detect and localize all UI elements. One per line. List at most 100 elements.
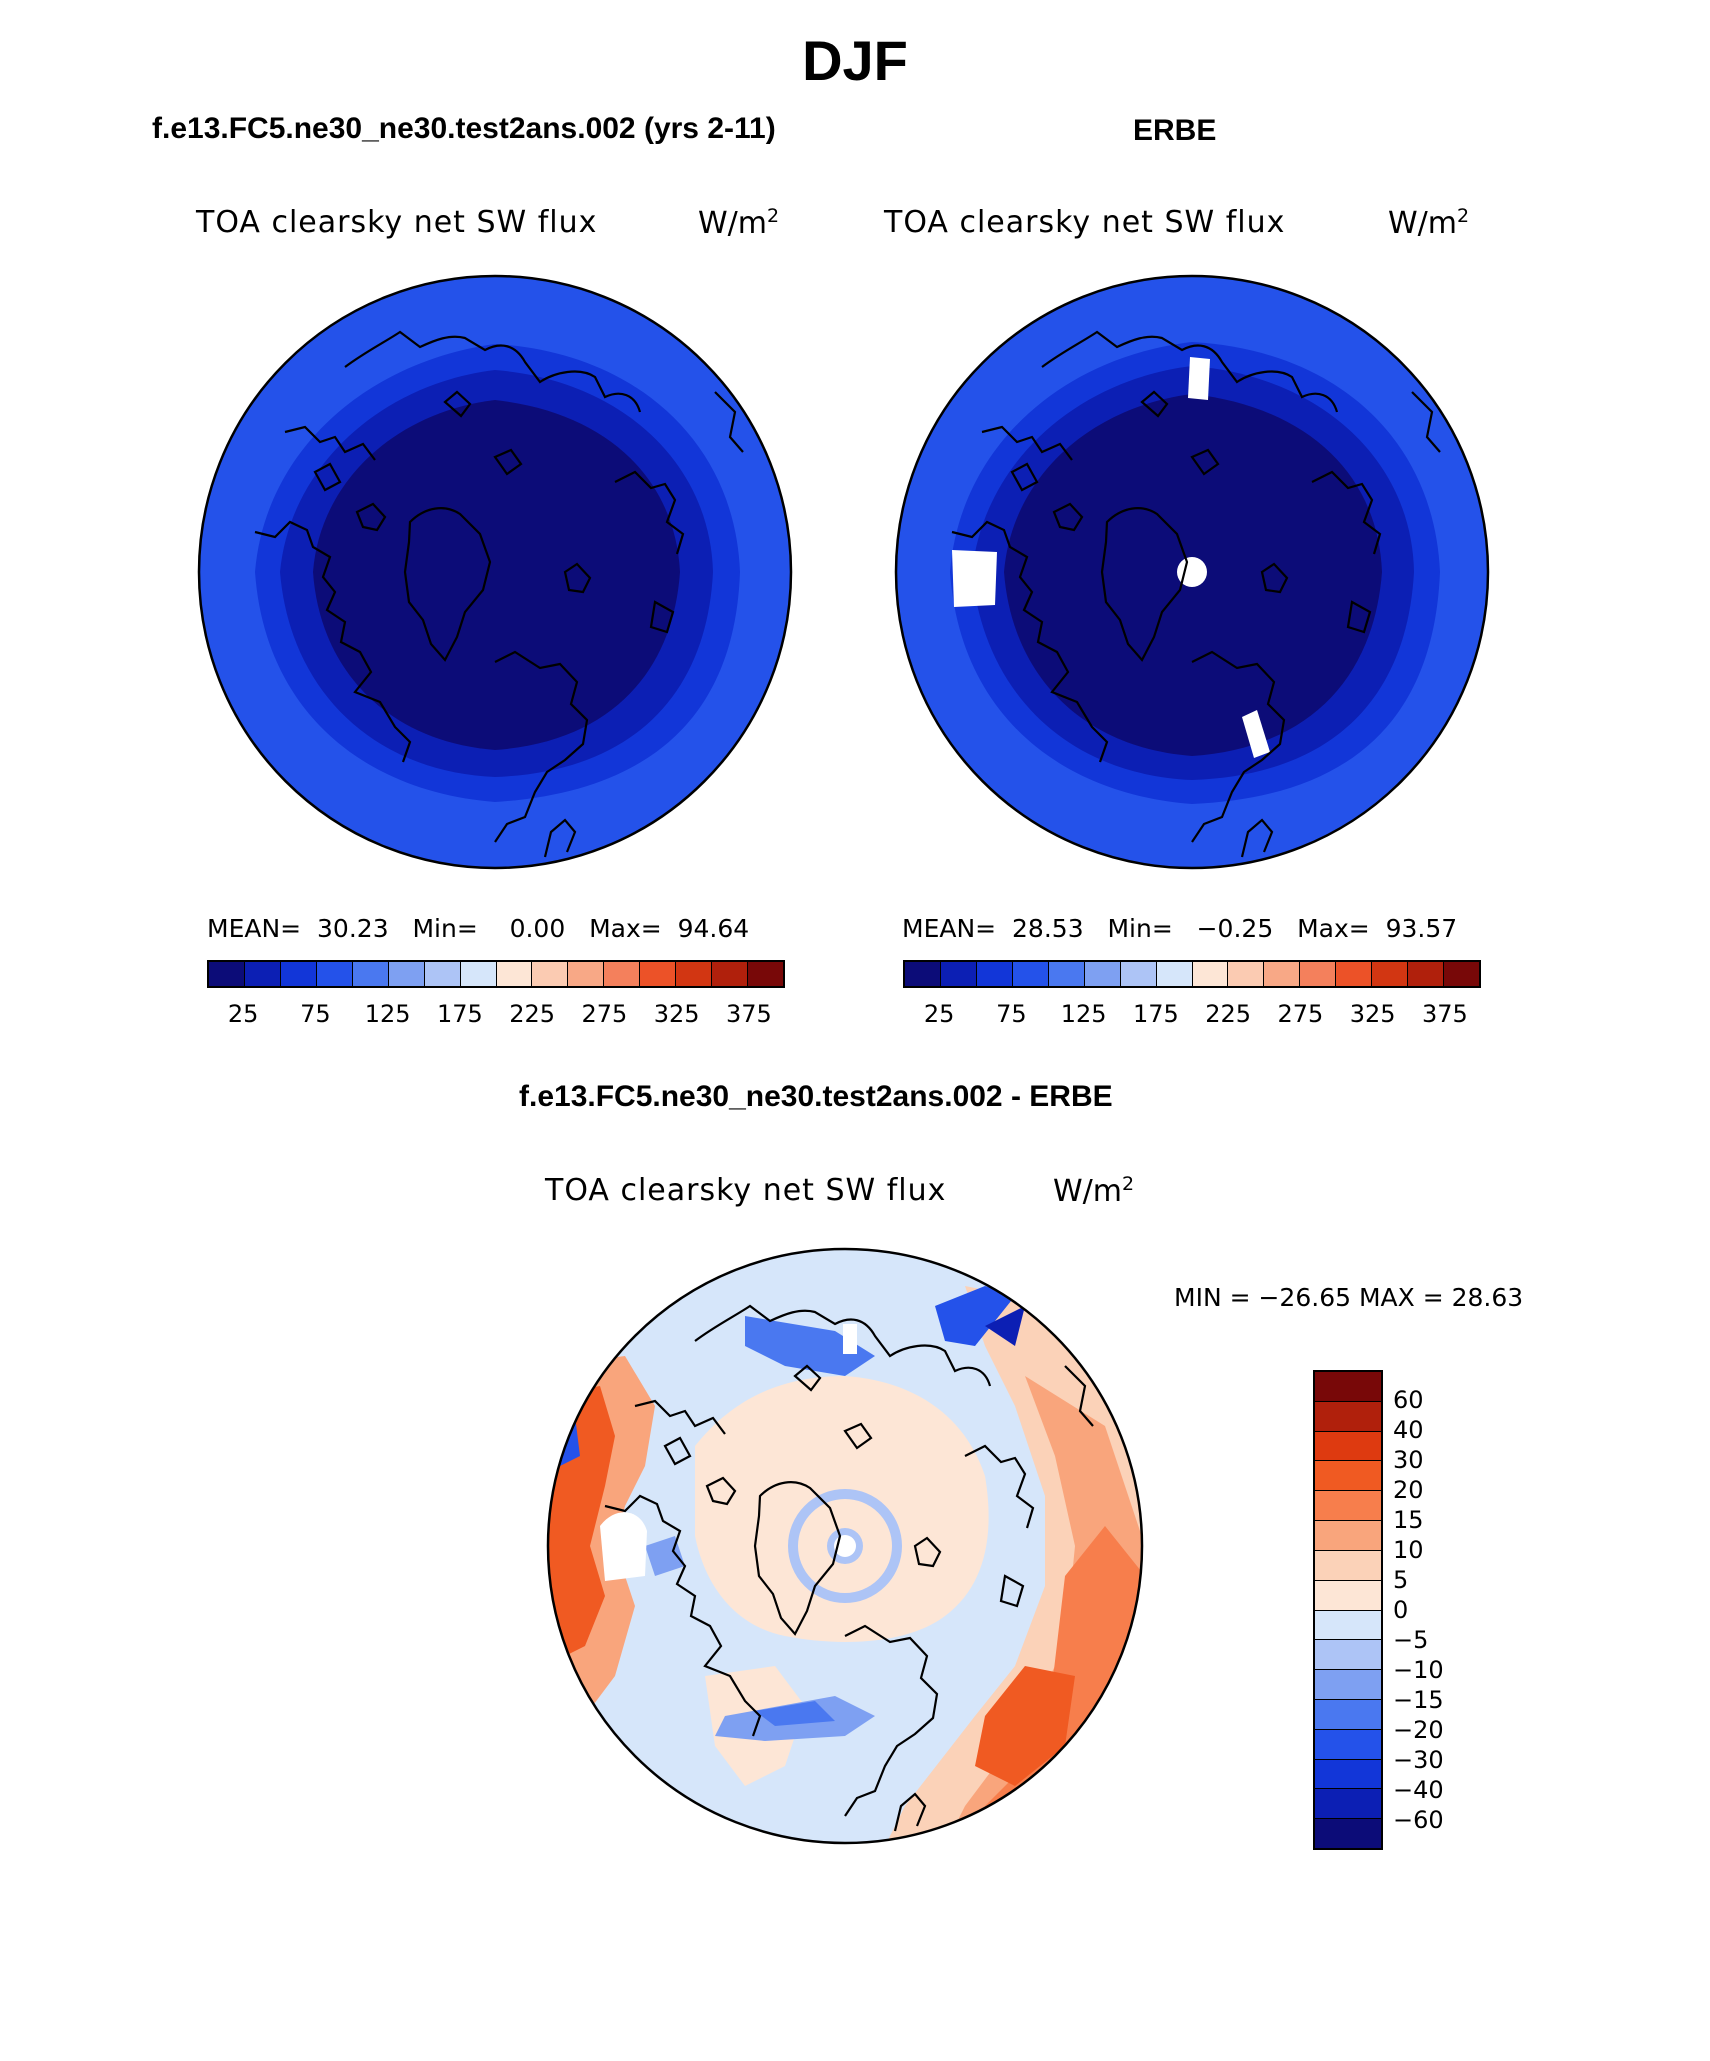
obs-missing-patch — [1242, 710, 1270, 758]
diff-negative-region — [745, 1316, 875, 1376]
colorbar-swatch — [209, 962, 245, 986]
model-coastlines — [254, 330, 744, 858]
colorbar-tick-label: 30 — [1393, 1446, 1424, 1474]
model-stats: MEAN= 30.23 Min= 0.00 Max= 94.64 — [207, 914, 750, 943]
colorbar-swatch — [676, 962, 713, 986]
colorbar-swatch — [1336, 962, 1373, 986]
colorbar-tick-label: −10 — [1393, 1656, 1444, 1684]
diff-units-label: W/m2 — [1053, 1173, 1135, 1209]
colorbar-swatch — [1012, 962, 1049, 986]
colorbar-tick-label: −40 — [1393, 1776, 1444, 1804]
colorbar-swatch — [1156, 962, 1193, 986]
colorbar-swatch — [1192, 962, 1229, 986]
diff-colorbar-ticks: 60 40 30 20 15 10 5 0 −5 −10 −15 −20 −30 −40 −60 — [1393, 1370, 1483, 1850]
colorbar-tick-label: 75 — [996, 1000, 1027, 1028]
obs-missing-patch — [1188, 357, 1210, 400]
colorbar-tick-label: 225 — [509, 1000, 556, 1028]
colorbar-tick-label: 0 — [1393, 1596, 1409, 1624]
colorbar-tick-label: −60 — [1393, 1806, 1444, 1834]
colorbar-swatch — [1315, 1640, 1381, 1671]
obs-missing-patch — [952, 550, 997, 607]
diff-colorbar — [1313, 1370, 1383, 1850]
diff-polar-map — [546, 1247, 1144, 1845]
colorbar-swatch — [1228, 962, 1265, 986]
colorbar-swatch — [1315, 1610, 1381, 1641]
colorbar-tick-label: 175 — [1132, 1000, 1179, 1028]
figure-title: DJF — [802, 29, 908, 92]
colorbar-tick-label: 325 — [653, 1000, 700, 1028]
colorbar-tick-label: 225 — [1205, 1000, 1252, 1028]
colorbar-swatch — [1300, 962, 1337, 986]
colorbar-swatch — [976, 962, 1013, 986]
colorbar-swatch — [280, 962, 317, 986]
colorbar-tick-label: 60 — [1393, 1386, 1424, 1414]
colorbar-swatch — [1084, 962, 1121, 986]
colorbar-swatch — [1315, 1759, 1381, 1790]
colorbar-tick-label: −15 — [1393, 1686, 1444, 1714]
diff-missing-patch — [600, 1512, 647, 1581]
colorbar-tick-label: 75 — [300, 1000, 331, 1028]
colorbar-swatch — [1315, 1372, 1381, 1402]
diff-variable-label: TOA clearsky net SW flux — [545, 1173, 947, 1208]
obs-panel-title: ERBE — [1133, 114, 1217, 147]
colorbar-swatch — [1315, 1789, 1381, 1820]
colorbar-swatch — [905, 962, 941, 986]
colorbar-swatch — [1048, 962, 1085, 986]
colorbar-tick-label: 325 — [1349, 1000, 1396, 1028]
colorbar-tick-label: −20 — [1393, 1716, 1444, 1744]
model-band-core — [313, 400, 680, 750]
colorbar-tick-label: 125 — [364, 1000, 411, 1028]
model-panel-title: f.e13.FC5.ne30_ne30.test2ans.002 (yrs 2-… — [152, 112, 776, 145]
diff-negative-region — [935, 1286, 1015, 1346]
diff-positive-region — [975, 1666, 1075, 1786]
colorbar-swatch — [712, 962, 749, 986]
colorbar-swatch — [316, 962, 353, 986]
colorbar-swatch — [1315, 1729, 1381, 1760]
colorbar-tick-label: −30 — [1393, 1746, 1444, 1774]
colorbar-swatch — [1315, 1431, 1381, 1462]
colorbar-swatch — [1315, 1550, 1381, 1581]
diff-coastlines — [604, 1304, 1094, 1832]
obs-stats: MEAN= 28.53 Min= −0.25 Max= 93.57 — [902, 914, 1458, 943]
colorbar-swatch — [1120, 962, 1157, 986]
colorbar-swatch — [748, 962, 783, 986]
model-polar-map — [197, 274, 793, 870]
diff-negative-region — [755, 1701, 835, 1726]
colorbar-tick-label: 375 — [725, 1000, 772, 1028]
obs-colorbar — [903, 960, 1481, 988]
model-colorbar — [207, 960, 785, 988]
colorbar-swatch — [1315, 1819, 1381, 1848]
diff-panel-title: f.e13.FC5.ne30_ne30.test2ans.002 - ERBE — [519, 1080, 1113, 1113]
diff-pole-ring — [788, 1489, 902, 1603]
colorbar-tick-label: 40 — [1393, 1416, 1424, 1444]
colorbar-swatch — [640, 962, 677, 986]
colorbar-swatch — [460, 962, 497, 986]
diff-missing-patch — [843, 1324, 857, 1354]
colorbar-swatch — [1315, 1461, 1381, 1492]
colorbar-swatch — [1315, 1670, 1381, 1700]
colorbar-tick-label: 275 — [1277, 1000, 1324, 1028]
colorbar-swatch — [388, 962, 425, 986]
colorbar-swatch — [1315, 1401, 1381, 1432]
diff-positive-region — [695, 1376, 989, 1642]
obs-polar-map — [894, 274, 1490, 870]
model-colorbar-ticks: 25 75 125 175 225 275 325 375 — [207, 1000, 785, 1030]
colorbar-swatch — [424, 962, 461, 986]
colorbar-swatch — [1444, 962, 1479, 986]
obs-variable-label: TOA clearsky net SW flux — [884, 205, 1286, 240]
obs-coastlines — [951, 330, 1441, 858]
colorbar-tick-label: 125 — [1060, 1000, 1107, 1028]
colorbar-swatch — [1315, 1699, 1381, 1730]
colorbar-swatch — [568, 962, 605, 986]
colorbar-tick-label: 20 — [1393, 1476, 1424, 1504]
model-variable-label: TOA clearsky net SW flux — [196, 205, 598, 240]
colorbar-swatch — [604, 962, 641, 986]
colorbar-swatch — [1315, 1521, 1381, 1551]
colorbar-swatch — [1372, 962, 1409, 986]
colorbar-swatch — [1264, 962, 1301, 986]
model-units-label: W/m2 — [698, 205, 780, 241]
colorbar-swatch — [532, 962, 569, 986]
colorbar-tick-label: 5 — [1393, 1566, 1409, 1594]
obs-pole-hole — [1177, 557, 1207, 587]
colorbar-swatch — [244, 962, 281, 986]
